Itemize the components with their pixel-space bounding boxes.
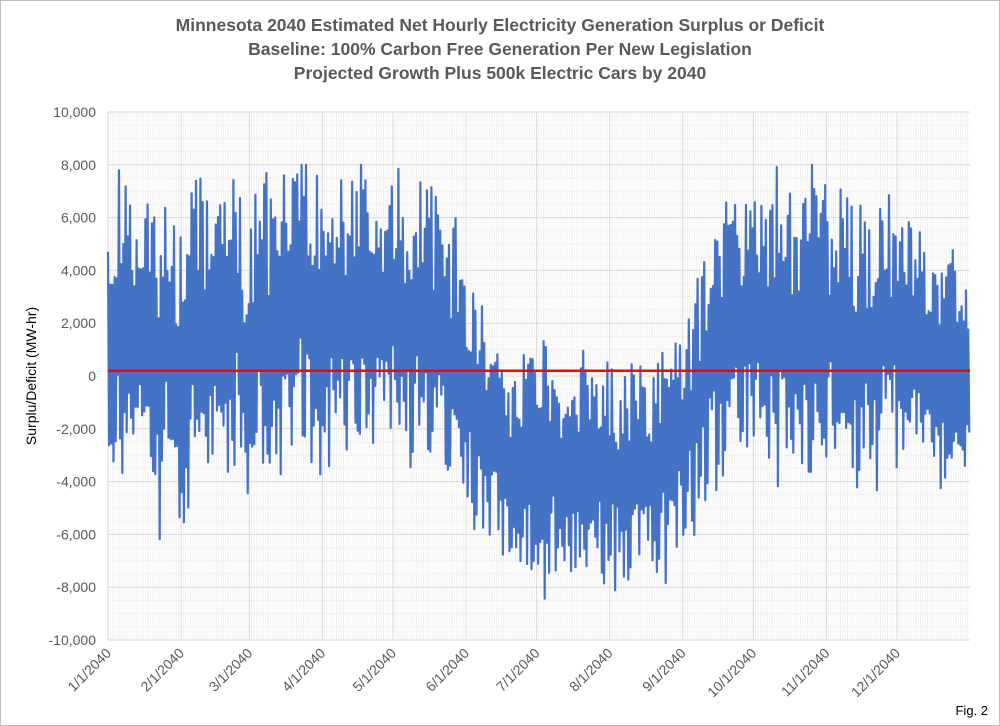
x-tick-label: 4/1/2040	[279, 645, 329, 695]
chart-title-line-2: Baseline: 100% Carbon Free Generation Pe…	[248, 39, 752, 59]
x-tick-label: 6/1/2040	[422, 645, 472, 695]
y-tick-label: -10,000	[49, 632, 97, 648]
chart-title-line-3: Projected Growth Plus 500k Electric Cars…	[293, 63, 707, 83]
x-tick-label: 7/1/2040	[493, 645, 543, 695]
y-tick-label: 2,000	[61, 315, 96, 331]
y-tick-label: -2,000	[56, 421, 96, 437]
x-tick-label: 12/1/2040	[848, 645, 904, 701]
x-tick-label: 9/1/2040	[639, 645, 689, 695]
x-tick-label: 1/1/2040	[64, 645, 114, 695]
y-tick-label: -6,000	[56, 526, 96, 542]
x-tick-label: 10/1/2040	[704, 645, 760, 701]
chart-title: Minnesota 2040 Estimated Net Hourly Elec…	[0, 13, 1000, 85]
x-tick-label: 5/1/2040	[349, 645, 399, 695]
y-tick-label: -8,000	[56, 579, 96, 595]
x-tick-label: 8/1/2040	[566, 645, 616, 695]
y-tick-label: 0	[88, 368, 96, 384]
x-tick-label: 3/1/2040	[206, 645, 256, 695]
y-tick-label: 8,000	[61, 157, 96, 173]
y-tick-label: 10,000	[53, 104, 96, 120]
series-line-net-surplus	[106, 163, 971, 600]
figure-label: Fig. 2	[955, 703, 988, 718]
chart-title-line-1: Minnesota 2040 Estimated Net Hourly Elec…	[175, 15, 825, 35]
y-tick-label: 6,000	[61, 210, 96, 226]
y-tick-label: -4,000	[56, 474, 96, 490]
y-axis-label: Surplu/Deficit (MW-hr)	[23, 307, 39, 445]
x-tick-label: 2/1/2040	[137, 645, 187, 695]
y-tick-label: 4,000	[61, 262, 96, 278]
x-tick-label: 11/1/2040	[778, 645, 833, 700]
